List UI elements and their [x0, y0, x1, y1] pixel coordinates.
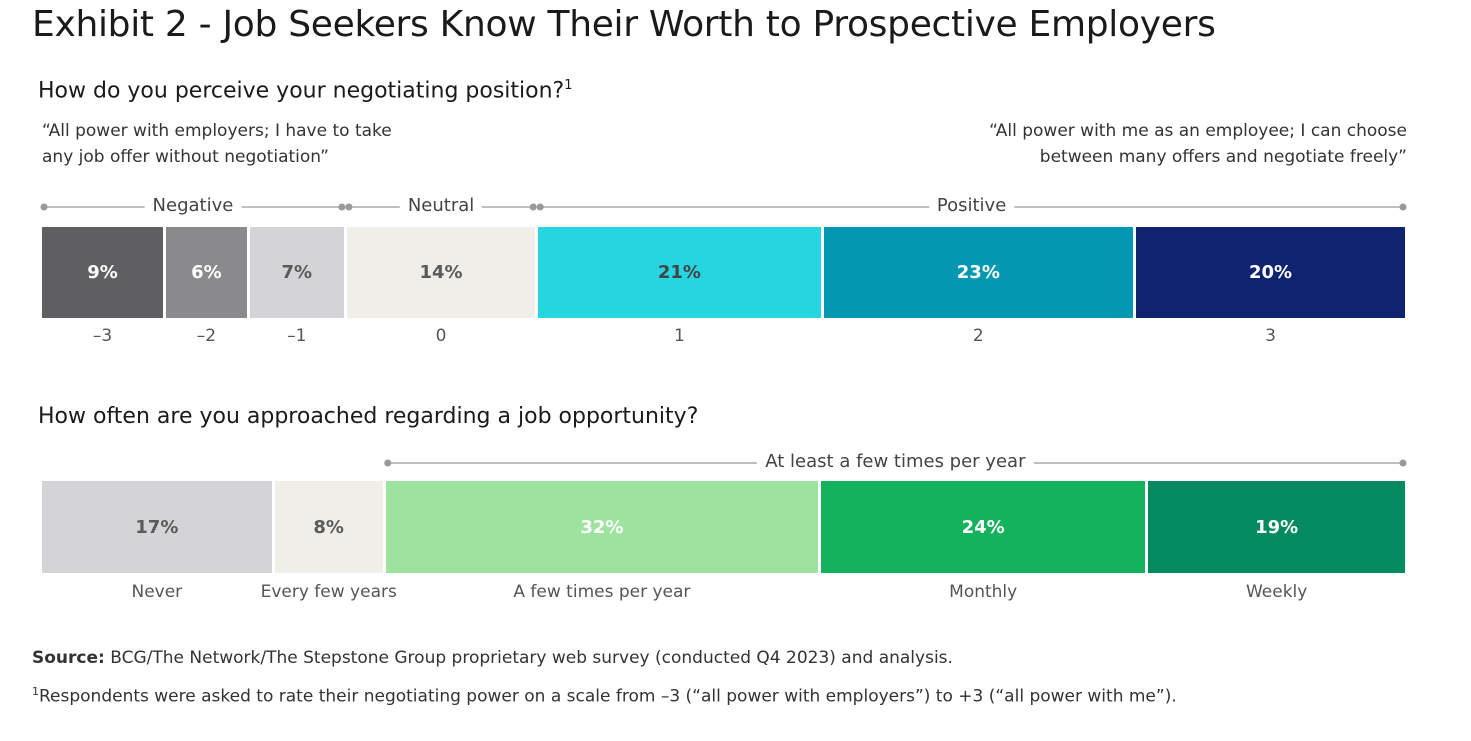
exhibit-title: Exhibit 2 - Job Seekers Know Their Worth…	[32, 4, 1216, 45]
group-label-negative: Negative	[144, 195, 242, 216]
category-label: A few times per year	[513, 582, 691, 602]
source-note: Source: BCG/The Network/The Stepstone Gr…	[32, 648, 953, 668]
category-label: Never	[131, 582, 183, 602]
value-label: 17%	[135, 516, 179, 538]
bar-segment-2-2: 32%	[385, 481, 819, 573]
group-bracket-dot	[384, 459, 392, 467]
bar-segment-1-0: 9%	[42, 227, 164, 318]
group-bracket-dot	[1399, 203, 1407, 211]
bar-segment-1-2: 7%	[249, 227, 344, 318]
category-label: –2	[196, 326, 217, 346]
group-label-neutral: Neutral	[399, 195, 483, 216]
group-bracket-dot	[338, 203, 346, 211]
value-label: 9%	[87, 262, 118, 283]
group-bracket-dot	[40, 203, 48, 211]
category-label: 2	[972, 326, 984, 346]
value-label: 7%	[281, 262, 313, 283]
group-label-at-least-a-few-times-per-year: At least a few times per year	[757, 451, 1034, 472]
right-quote: “All power with me as an employee; I can…	[989, 121, 1407, 167]
category-label: 3	[1265, 326, 1276, 346]
chart1-title: How do you perceive your negotiating pos…	[38, 78, 573, 104]
group-label-positive: Positive	[928, 195, 1015, 216]
value-label: 14%	[419, 262, 463, 283]
value-label: 32%	[580, 516, 624, 538]
left-quote: “All power with employers; I have to tak…	[42, 121, 392, 167]
category-label: Every few years	[260, 582, 397, 602]
value-label: 21%	[657, 262, 701, 283]
group-bracket-dot	[536, 203, 544, 211]
category-label: –3	[92, 326, 113, 346]
group-bracket-dot	[345, 203, 353, 211]
group-bracket-dot	[529, 203, 537, 211]
bar-segment-1-3: 14%	[346, 227, 536, 318]
category-label: Monthly	[949, 582, 1018, 602]
value-label: 24%	[961, 516, 1005, 538]
category-label: Weekly	[1245, 582, 1308, 602]
chart2-title: How often are you approached regarding a…	[38, 404, 699, 429]
value-label: 23%	[956, 262, 1000, 283]
category-label: 1	[674, 326, 685, 346]
bar-segment-1-4: 21%	[538, 227, 821, 318]
category-label: –1	[287, 326, 307, 346]
value-label: 6%	[191, 262, 222, 283]
category-label: 0	[435, 326, 447, 346]
bar-segment-1-1: 6%	[166, 227, 247, 318]
bar-segment-2-0: 17%	[42, 481, 272, 573]
value-label: 20%	[1248, 262, 1293, 283]
footnote: 1Respondents were asked to rate their ne…	[32, 685, 1177, 707]
value-label: 8%	[313, 516, 344, 538]
bar-segment-2-4: 19%	[1148, 481, 1405, 573]
value-label: 19%	[1255, 516, 1299, 538]
bar-segment-2-3: 24%	[821, 481, 1146, 573]
bar-segment-2-1: 8%	[274, 481, 383, 573]
bar-segment-1-6: 20%	[1136, 227, 1405, 318]
group-bracket-dot	[1399, 459, 1407, 467]
bar-segment-1-5: 23%	[823, 227, 1133, 318]
